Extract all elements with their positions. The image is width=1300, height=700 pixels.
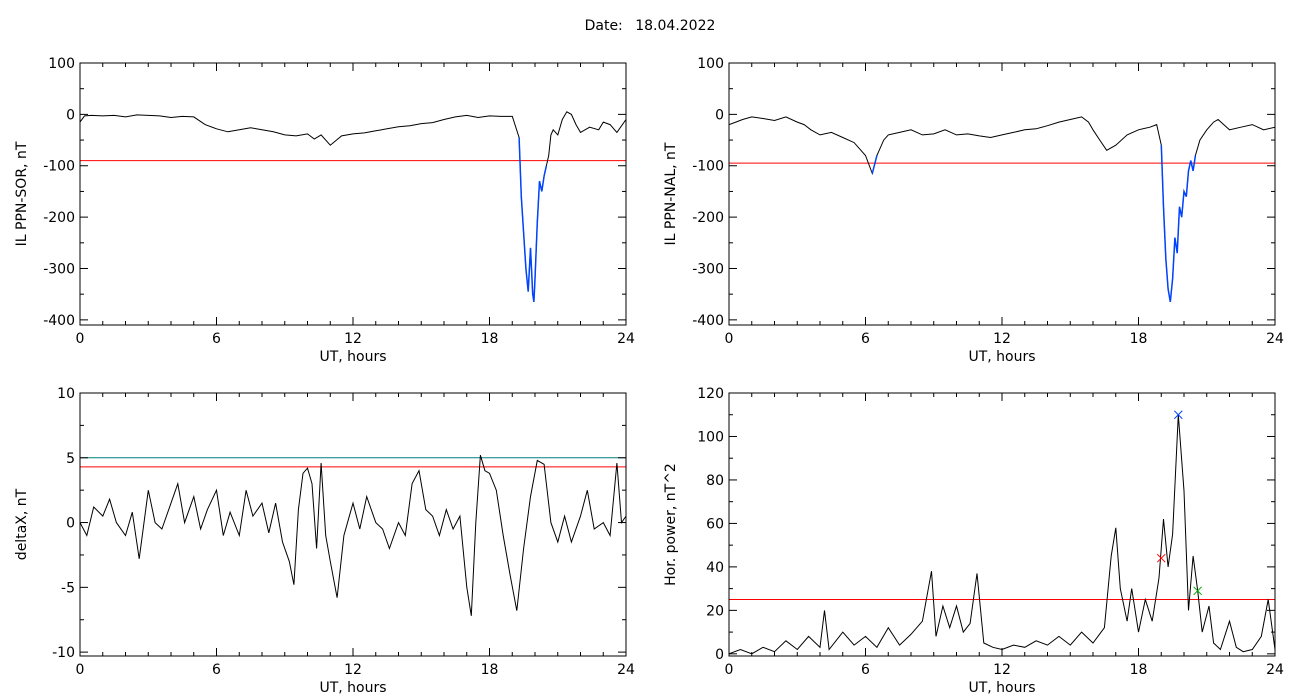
x-tick-label: 24 — [1266, 331, 1284, 347]
y-tick-label: -100 — [692, 159, 724, 175]
x-tick-label: 12 — [993, 331, 1011, 347]
y-tick-label: 80 — [706, 473, 724, 489]
chart-hor_power: 0 6 12 18 24 120 100 80 60 40 20 0 UT, hours Hor. pow… — [663, 386, 1284, 696]
plot-frame — [79, 392, 627, 657]
series-line — [80, 111, 626, 302]
y-tick-label: -200 — [692, 210, 724, 226]
y-tick-label: 0 — [715, 647, 724, 663]
marker-2 — [1193, 586, 1203, 596]
x-tick-label: 6 — [212, 662, 221, 678]
date-value: 18.04.2022 — [635, 18, 716, 34]
x-tick-label: 18 — [481, 331, 499, 347]
chart-deltax: 0 6 12 18 24 10 5 0 -5 -10 UT, hours deltaX, nT — [14, 386, 635, 696]
y-tick-label: 120 — [697, 386, 724, 402]
x-tick-label: 24 — [617, 331, 635, 347]
y-tick-label: 100 — [697, 56, 724, 72]
x-axis-label: UT, hours — [968, 680, 1035, 696]
highlight-segment-0 — [871, 155, 878, 174]
y-tick-label: 0 — [715, 107, 724, 123]
y-tick-label: -200 — [43, 210, 75, 226]
x-tick-label: 6 — [861, 662, 870, 678]
x-tick-label: 0 — [76, 331, 85, 347]
x-tick-label: 0 — [76, 662, 85, 678]
y-axis-label: IL PPN-SOR, nT — [14, 141, 30, 246]
y-axis-label: Hor. power, nT^2 — [663, 463, 679, 586]
x-tick-label: 24 — [1266, 662, 1284, 678]
y-tick-label: -10 — [52, 645, 75, 661]
x-axis-label: UT, hours — [968, 349, 1035, 365]
marker-1 — [1173, 410, 1183, 420]
x-tick-label: 6 — [861, 331, 870, 347]
series-line — [729, 414, 1275, 655]
x-tick-label: 12 — [993, 662, 1011, 678]
chart-sor: 0 6 12 18 24 100 0 -100 -200 -300 -400 UT, hours IL … — [14, 56, 635, 365]
series-line — [80, 455, 626, 616]
y-tick-label: -5 — [61, 580, 75, 596]
highlight-segment-1 — [1160, 145, 1197, 303]
x-tick-label: 12 — [344, 662, 362, 678]
page-title: Date: 18.04.2022 — [0, 18, 1300, 34]
plot-frame — [728, 392, 1276, 657]
plot-frame — [728, 62, 1276, 326]
x-tick-label: 0 — [725, 331, 734, 347]
series-line — [729, 116, 1275, 302]
x-tick-label: 0 — [725, 662, 734, 678]
y-axis-label: deltaX, nT — [14, 488, 30, 560]
y-tick-label: 100 — [697, 429, 724, 445]
highlight-segment-0 — [518, 137, 548, 303]
chart-nal: 0 6 12 18 24 100 0 -100 -200 -300 -400 UT, hours IL … — [663, 56, 1284, 365]
y-tick-label: 60 — [706, 516, 724, 532]
y-tick-label: 10 — [57, 386, 75, 402]
x-tick-label: 6 — [212, 331, 221, 347]
y-tick-label: -400 — [692, 313, 724, 329]
y-tick-label: 0 — [66, 107, 75, 123]
x-axis-label: UT, hours — [319, 680, 386, 696]
x-axis-label: UT, hours — [319, 349, 386, 365]
y-tick-label: -300 — [692, 261, 724, 277]
y-tick-label: -100 — [43, 159, 75, 175]
x-tick-label: 12 — [344, 331, 362, 347]
y-tick-label: 0 — [66, 516, 75, 532]
y-tick-label: 40 — [706, 560, 724, 576]
x-tick-label: 18 — [481, 662, 499, 678]
y-axis-label: IL PPN-NAL, nT — [663, 142, 679, 245]
y-tick-label: 20 — [706, 603, 724, 619]
date-label: Date: — [584, 18, 623, 34]
x-tick-label: 18 — [1130, 331, 1148, 347]
y-tick-label: -400 — [43, 313, 75, 329]
marker-0 — [1156, 553, 1166, 563]
x-tick-label: 24 — [617, 662, 635, 678]
x-tick-label: 18 — [1130, 662, 1148, 678]
y-tick-label: 5 — [66, 451, 75, 467]
y-tick-label: 100 — [48, 56, 75, 72]
plot-frame — [79, 62, 627, 326]
y-tick-label: -300 — [43, 261, 75, 277]
